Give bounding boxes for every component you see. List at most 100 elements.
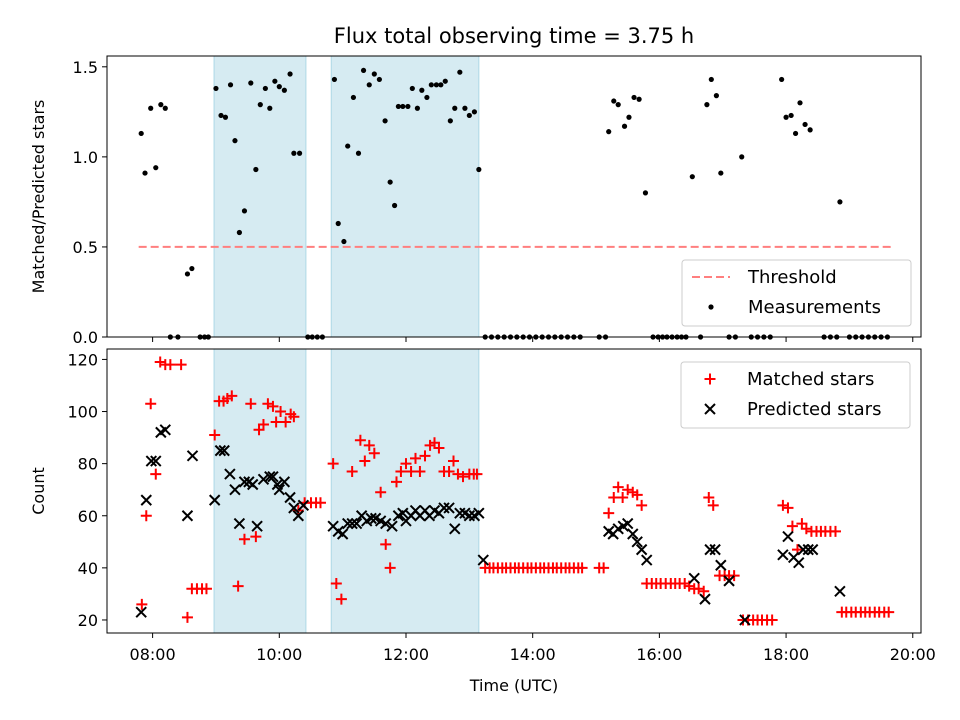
data-point: [162, 105, 168, 111]
data-point: [218, 112, 224, 119]
data-point: [245, 398, 257, 410]
data-point: [291, 150, 297, 156]
data-point: [350, 517, 363, 530]
legend-label: Predicted stars: [747, 399, 881, 420]
data-point: [627, 528, 639, 540]
data-point: [390, 476, 402, 488]
data-point: [457, 471, 469, 483]
data-point: [704, 102, 710, 108]
data-point: [355, 150, 362, 156]
data-point: [262, 398, 274, 410]
data-point: [621, 123, 628, 129]
legend-label: Threshold: [747, 267, 837, 288]
bottom-panel: 20 40 60 80 100 120 08:00 10:00 12:00 14:00 16:00 1…: [29, 348, 936, 695]
data-point: [281, 87, 287, 93]
data-point: [222, 114, 229, 120]
data-point: [335, 220, 341, 227]
data-point: [452, 468, 464, 480]
data-point: [224, 468, 236, 480]
legend-box: [681, 259, 912, 327]
data-point: [227, 82, 234, 88]
data-point: [275, 406, 287, 418]
data-point: [438, 82, 444, 88]
data-point: [617, 492, 629, 504]
data-point: [208, 494, 221, 506]
y-tick-label: 40: [78, 559, 98, 578]
data-point: [777, 499, 789, 511]
data-point: [883, 606, 895, 618]
x-tick-label: 14:00: [510, 645, 556, 664]
data-point: [834, 585, 846, 598]
data-point: [471, 468, 483, 480]
data-point: [159, 424, 171, 436]
x-tick-label: 08:00: [130, 645, 176, 664]
data-point: [405, 103, 411, 110]
data-point: [786, 520, 798, 532]
data-point: [806, 543, 819, 556]
data-point: [606, 129, 612, 135]
data-point: [335, 593, 347, 605]
data-point: [262, 85, 268, 92]
data-point: [292, 505, 304, 517]
data-point: [253, 166, 259, 173]
data-point: [138, 130, 144, 137]
y-tick-label: 100: [67, 403, 98, 422]
legend-label: Measurements: [748, 297, 881, 318]
y-tick-label: 120: [67, 350, 98, 369]
data-point: [709, 543, 721, 556]
data-point: [150, 468, 162, 480]
data-point: [598, 562, 610, 574]
data-point: [707, 499, 719, 511]
data-point: [693, 583, 705, 595]
data-point: [140, 510, 152, 522]
data-point: [276, 84, 282, 90]
data-point: [238, 533, 250, 545]
data-point: [354, 434, 366, 446]
data-point: [443, 502, 455, 514]
data-point: [428, 82, 434, 88]
data-point: [631, 94, 637, 101]
data-point: [150, 455, 162, 467]
data-point: [135, 606, 147, 618]
data-point: [175, 359, 187, 371]
data-point: [267, 400, 279, 412]
data-point: [395, 103, 401, 110]
data-point: [829, 525, 841, 537]
data-point: [350, 94, 357, 101]
data-point: [611, 98, 617, 104]
data-point: [463, 510, 476, 522]
data-point: [438, 502, 450, 514]
data-point: [414, 465, 426, 477]
plot-frame: [106, 55, 922, 338]
data-point: [226, 390, 238, 402]
data-point: [797, 100, 803, 106]
data-point: [375, 486, 387, 498]
shaded-region: [213, 55, 307, 338]
data-point: [397, 507, 409, 519]
data-point: [433, 82, 440, 88]
data-point: [246, 478, 259, 491]
data-point: [251, 520, 263, 532]
data-point: [387, 179, 393, 185]
data-point: [802, 543, 814, 556]
data-point: [142, 170, 148, 176]
data-point: [636, 96, 642, 102]
series-matched-stars: [136, 356, 895, 626]
data-point: [233, 517, 246, 530]
data-point: [615, 102, 621, 108]
data-point: [708, 76, 714, 83]
data-point: [800, 523, 812, 535]
legend-box: [680, 361, 911, 429]
legend-marker: [704, 373, 716, 385]
data-point: [382, 118, 388, 124]
x-tick-label: 10:00: [256, 645, 302, 664]
data-point: [409, 452, 421, 464]
data-point: [400, 103, 406, 110]
x-tick-label: 16:00: [636, 645, 682, 664]
data-point: [257, 419, 269, 431]
data-point: [278, 476, 291, 488]
y-tick-label: 60: [78, 507, 98, 526]
data-point: [718, 170, 724, 176]
y-tick-label: 0.5: [73, 238, 98, 257]
